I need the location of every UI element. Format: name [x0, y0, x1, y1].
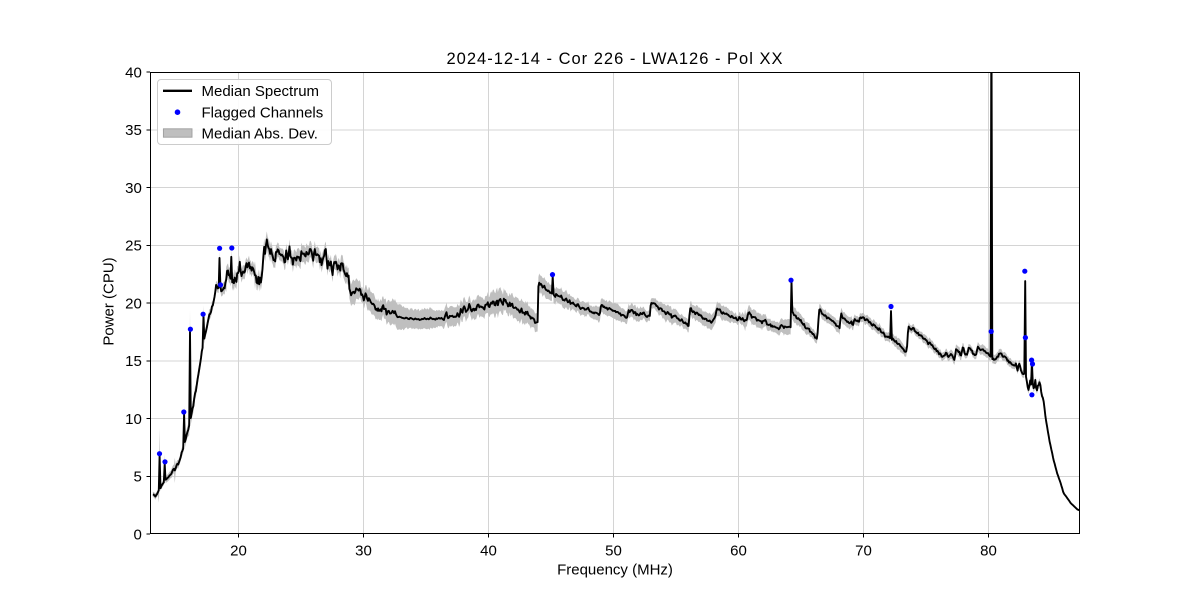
- svg-text:Frequency (MHz): Frequency (MHz): [557, 562, 673, 579]
- svg-text:Flagged Channels: Flagged Channels: [202, 104, 324, 121]
- svg-text:70: 70: [855, 543, 872, 560]
- svg-text:40: 40: [125, 64, 142, 81]
- svg-text:20: 20: [125, 295, 142, 312]
- svg-text:30: 30: [125, 180, 142, 197]
- svg-text:30: 30: [355, 543, 372, 560]
- svg-text:15: 15: [125, 353, 142, 370]
- svg-text:Power (CPU): Power (CPU): [101, 257, 118, 345]
- svg-text:50: 50: [605, 543, 622, 560]
- svg-text:20: 20: [230, 543, 247, 560]
- svg-text:40: 40: [480, 543, 497, 560]
- svg-text:35: 35: [125, 122, 142, 139]
- svg-text:0: 0: [133, 526, 141, 543]
- svg-text:10: 10: [125, 411, 142, 428]
- svg-text:25: 25: [125, 238, 142, 255]
- svg-text:80: 80: [980, 543, 997, 560]
- svg-text:Median Abs. Dev.: Median Abs. Dev.: [202, 126, 318, 143]
- svg-text:Median Spectrum: Median Spectrum: [202, 83, 320, 100]
- svg-text:2024-12-14 - Cor 226 - LWA126: 2024-12-14 - Cor 226 - LWA126 - Pol XX: [447, 50, 784, 68]
- svg-text:5: 5: [133, 469, 141, 486]
- svg-text:60: 60: [730, 543, 747, 560]
